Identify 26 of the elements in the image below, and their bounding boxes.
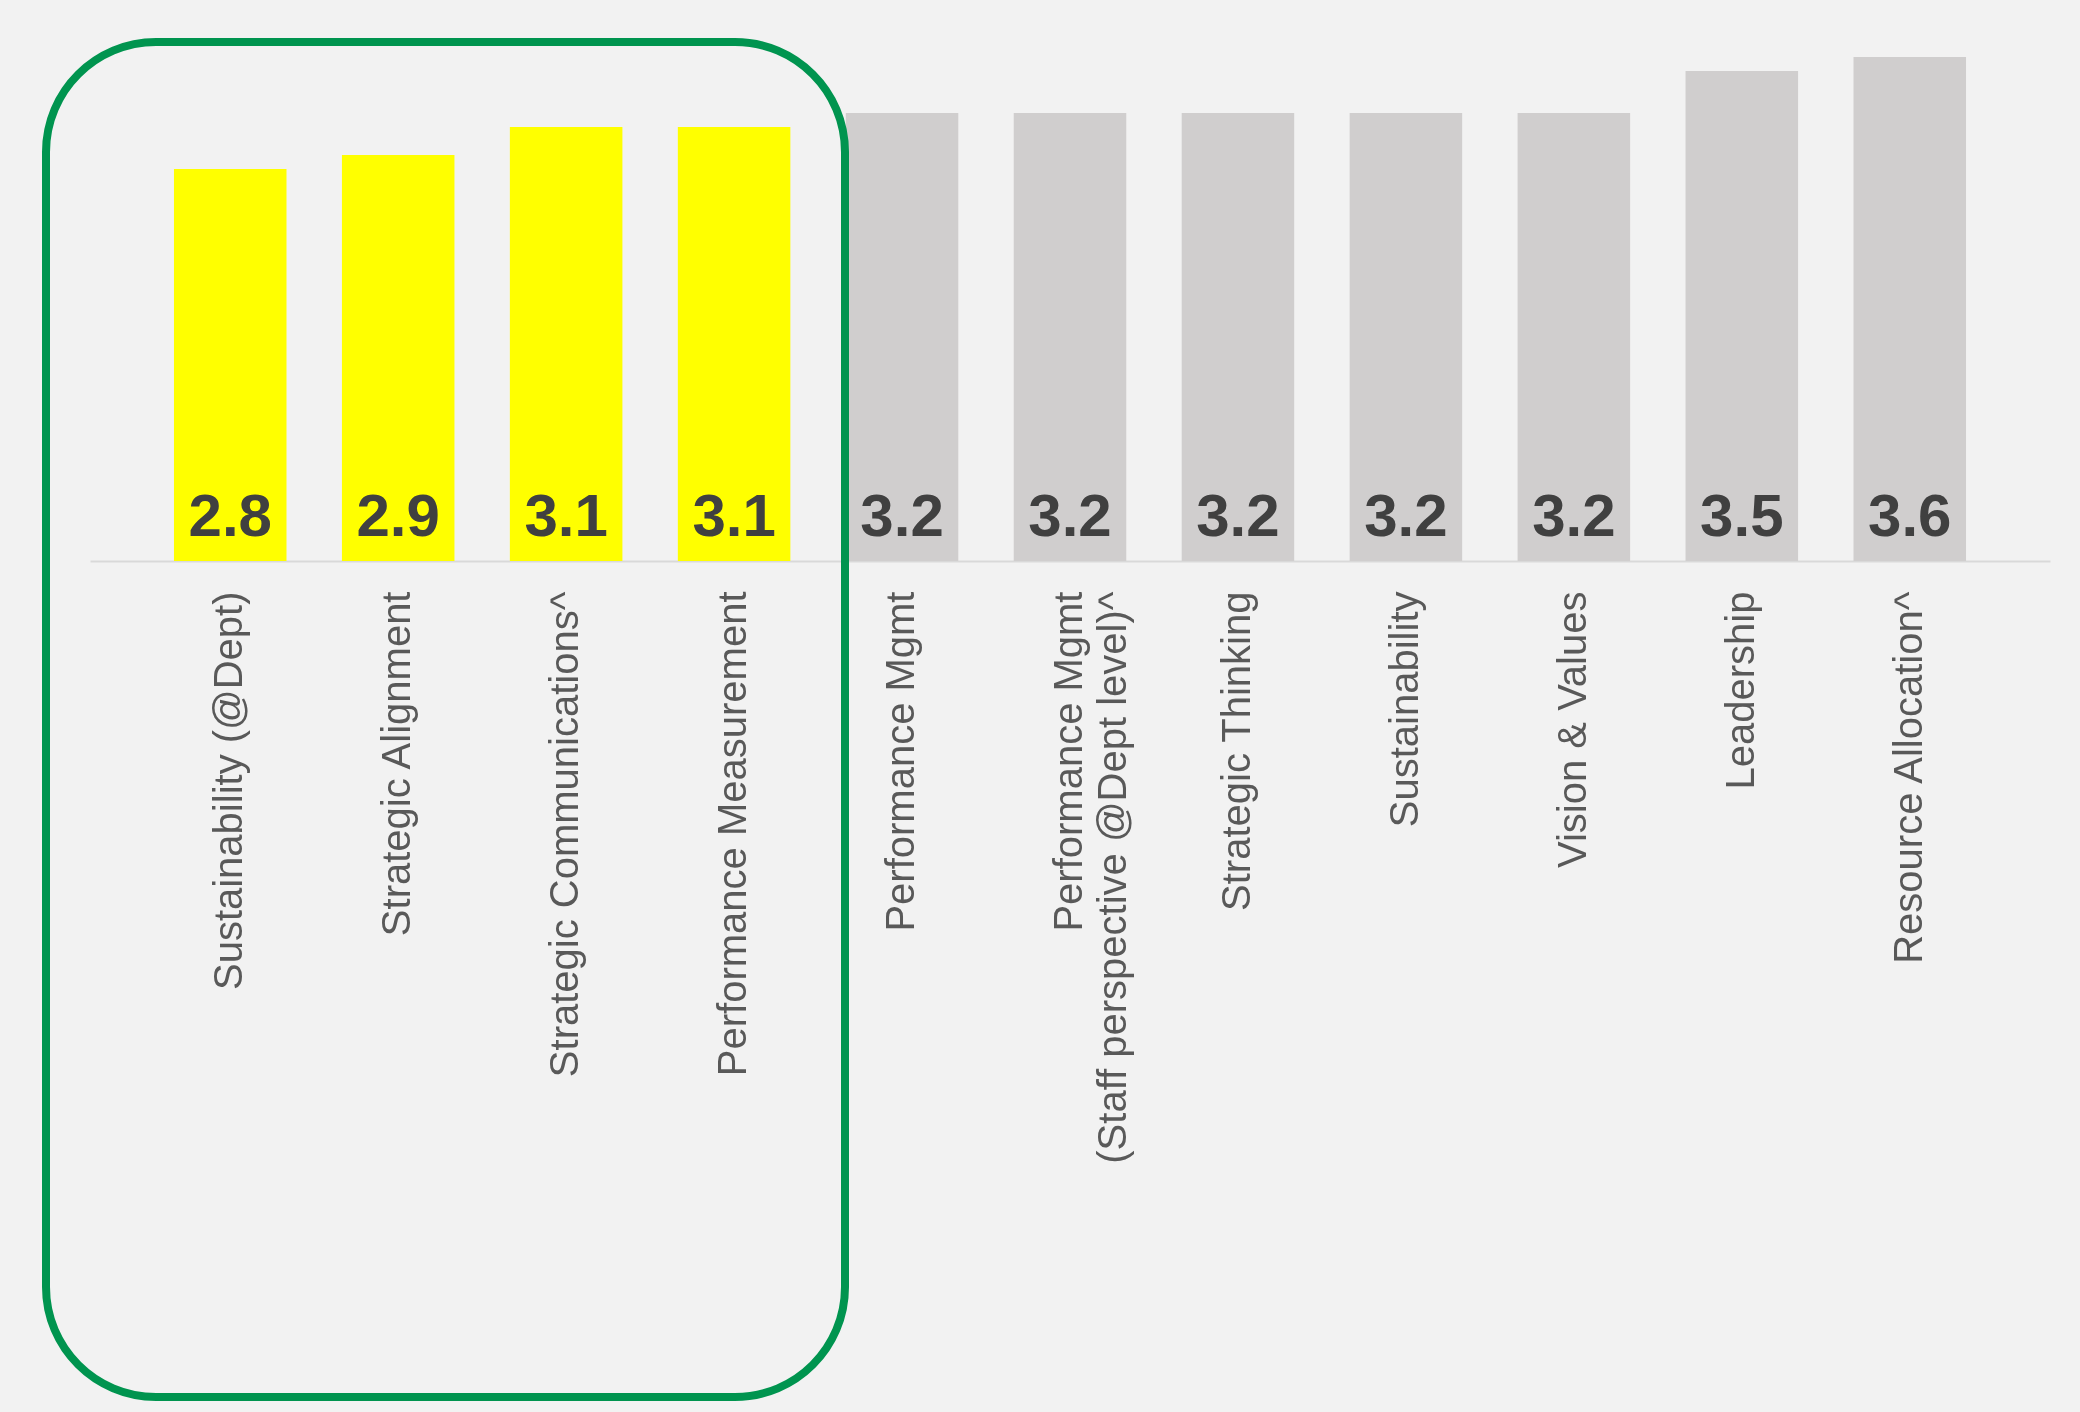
bar xyxy=(677,127,791,561)
bar xyxy=(341,155,455,561)
x-tick-label: Sustainability xyxy=(1381,591,1426,828)
data-label: 2.8 xyxy=(188,482,272,549)
data-label: 3.2 xyxy=(860,482,944,549)
x-tick-label: Leadership xyxy=(1717,591,1762,790)
x-tick-label: Strategic Communications^ xyxy=(542,591,587,1078)
bar xyxy=(173,169,287,561)
bar xyxy=(509,127,623,561)
data-label: 3.5 xyxy=(1700,482,1784,549)
data-label: 2.9 xyxy=(356,482,440,549)
data-label: 3.2 xyxy=(1028,482,1112,549)
data-label: 3.2 xyxy=(1364,482,1448,549)
data-label: 3.1 xyxy=(692,482,776,549)
x-tick-label: Strategic Thinking xyxy=(1213,591,1258,911)
x-tick-label: Sustainability (@Dept) xyxy=(206,591,251,991)
x-tick-label: Performance Measurement xyxy=(710,591,755,1077)
x-tick-label: Performance Mgmt (Staff perspective @Dept level)^ xyxy=(1046,591,1134,1164)
data-label: 3.2 xyxy=(1532,482,1616,549)
x-tick-label: Strategic Alignment xyxy=(374,591,419,937)
x-tick-label: Performance Mgmt xyxy=(878,591,923,932)
data-label: 3.2 xyxy=(1196,482,1280,549)
data-label: 3.1 xyxy=(524,482,608,549)
data-label: 3.6 xyxy=(1868,482,1952,549)
x-tick-label: Vision & Values xyxy=(1549,591,1594,868)
x-tick-label: Resource Allocation^ xyxy=(1885,591,1930,964)
